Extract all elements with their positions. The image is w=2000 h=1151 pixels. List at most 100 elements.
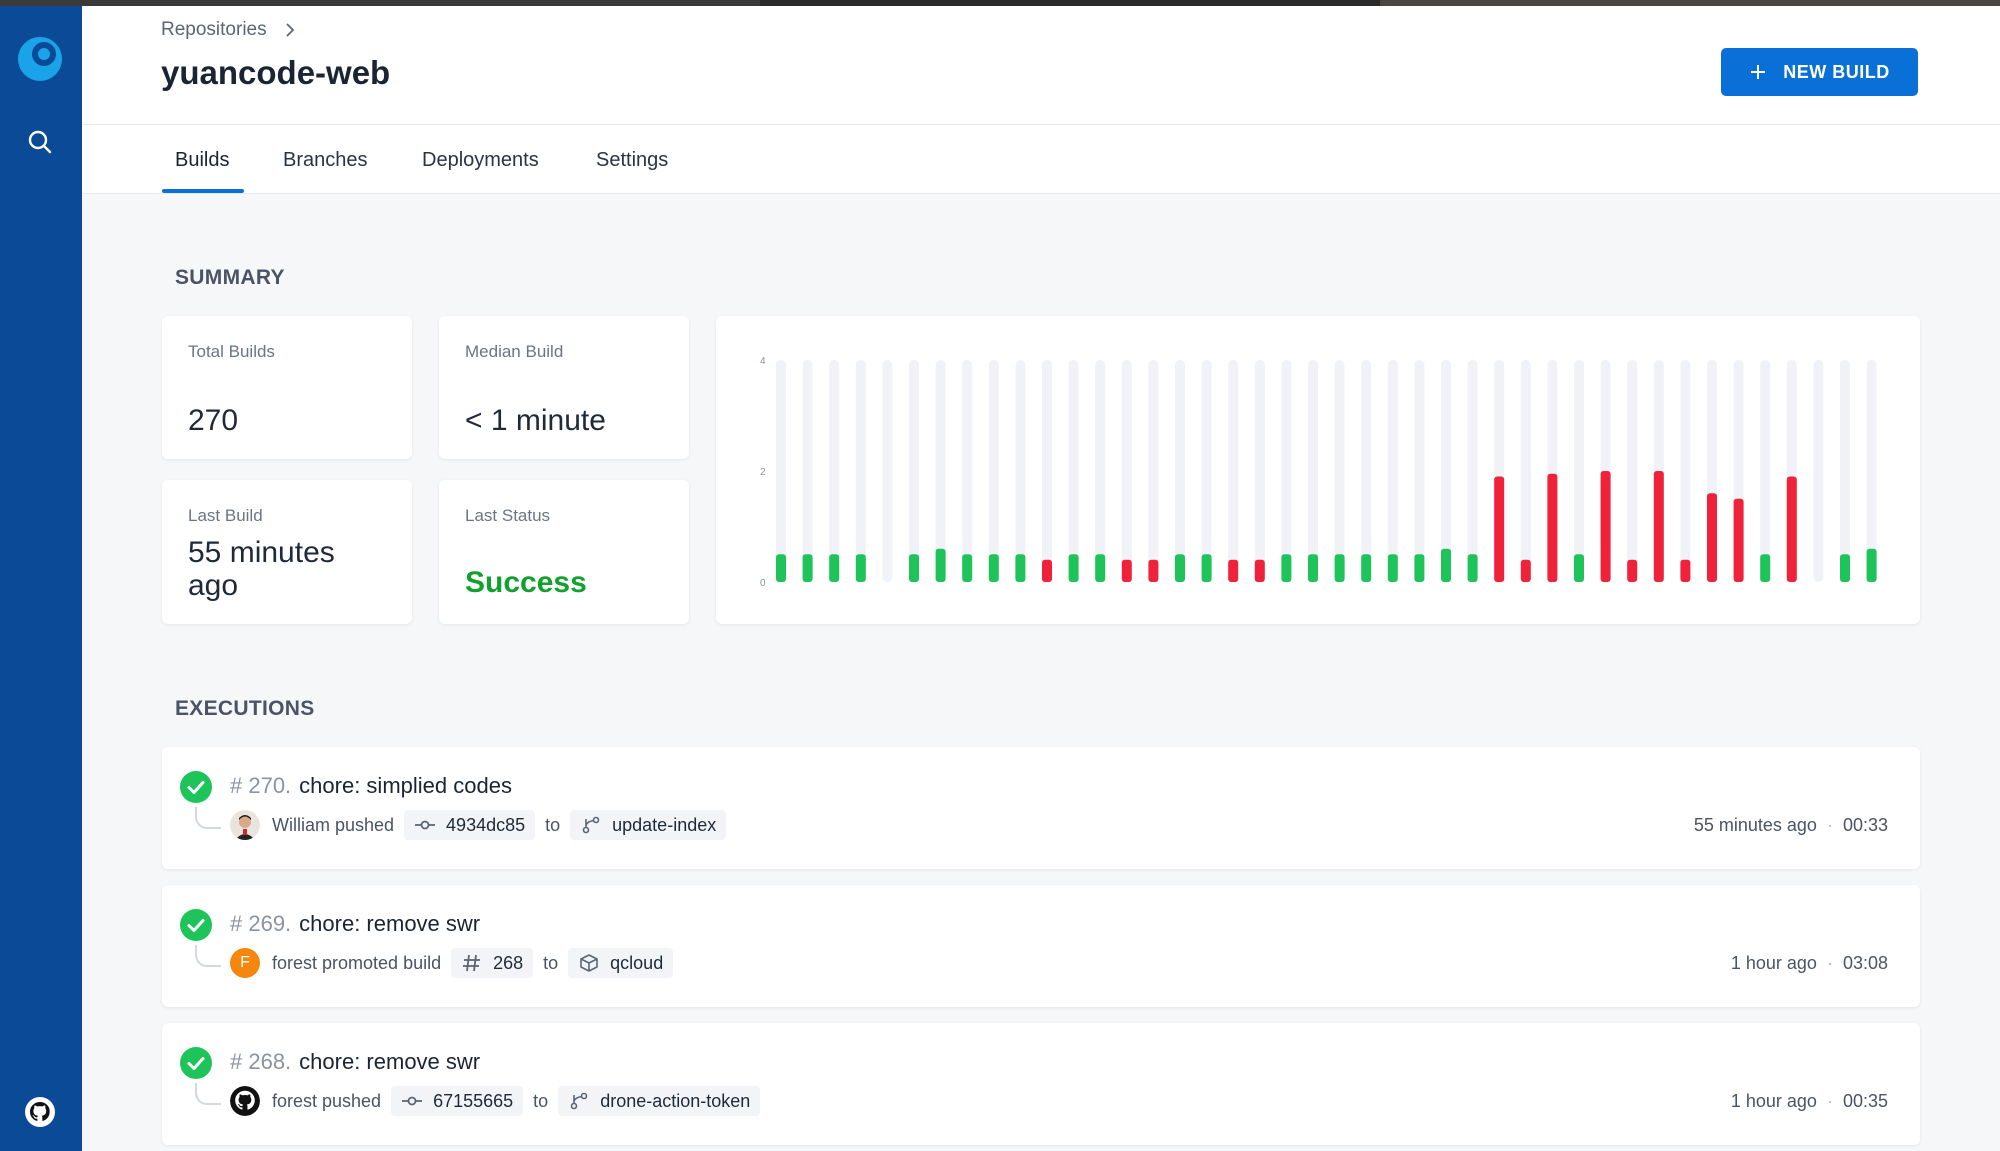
chart-bar-success[interactable] — [1574, 554, 1584, 582]
chart-bar-track — [1148, 360, 1159, 582]
chart-bar-track — [1254, 360, 1265, 582]
tree-connector — [195, 1083, 221, 1105]
execution-row[interactable]: # 269. chore: remove swr F forest promot… — [162, 885, 1920, 1007]
chart-bar-failure[interactable] — [1653, 471, 1664, 582]
chart-bar-failure[interactable] — [1494, 476, 1505, 582]
chart-bar-success[interactable] — [1334, 554, 1345, 582]
chart-bar-success[interactable] — [962, 554, 973, 582]
github-icon[interactable] — [24, 1096, 56, 1128]
chart-bar-failure[interactable] — [1042, 559, 1052, 582]
chart-bar-success[interactable] — [1760, 554, 1771, 582]
search-icon[interactable] — [26, 128, 54, 156]
branch-icon — [582, 816, 600, 834]
success-check-icon — [180, 771, 212, 803]
cube-icon — [580, 954, 598, 972]
chart-bar-failure[interactable] — [1228, 559, 1239, 582]
execution-time: 1 hour ago · 00:35 — [1731, 1091, 1888, 1112]
chart-bar-failure[interactable] — [1707, 493, 1717, 582]
branch-icon — [570, 1092, 588, 1110]
branch-chip[interactable]: update-index — [570, 810, 727, 840]
build-duration-chart: 0 2 4 — [760, 356, 1877, 589]
chart-bar-success[interactable] — [802, 554, 813, 582]
separator-dot: · — [1826, 815, 1833, 835]
tab-builds[interactable]: Builds — [175, 149, 230, 171]
chart-bar-success[interactable] — [1467, 554, 1478, 582]
target-chip[interactable]: qcloud — [568, 948, 674, 978]
chart-bar-success[interactable] — [1095, 554, 1106, 582]
chart-bar-track — [1201, 360, 1212, 582]
chart-bar-track — [1308, 360, 1318, 582]
chart-bar-failure[interactable] — [1733, 498, 1744, 582]
chart-bar-success[interactable] — [1175, 554, 1185, 582]
chart-bar-track — [1361, 360, 1372, 582]
chart-bar-success[interactable] — [776, 554, 786, 582]
commit-sha: 4934dc85 — [446, 814, 526, 835]
chart-bar-track — [776, 360, 786, 582]
commit-sha: 67155665 — [433, 1090, 514, 1111]
chart-bar-success[interactable] — [1361, 554, 1372, 582]
plus-icon — [1751, 65, 1766, 79]
chart-bar-success[interactable] — [855, 554, 866, 582]
commit-sha-chip[interactable]: 67155665 — [391, 1086, 524, 1116]
chart-bar-success[interactable] — [1387, 554, 1398, 582]
last-status-value: Success — [465, 566, 587, 599]
chart-bar-track — [1680, 360, 1691, 582]
new-build-button[interactable]: NEW BUILD — [1721, 48, 1918, 96]
chart-bar-success[interactable] — [1068, 554, 1079, 582]
build-number-chip[interactable]: 268 — [451, 948, 534, 978]
chart-bar-success[interactable] — [829, 554, 840, 582]
commit-message[interactable]: chore: remove swr — [299, 1049, 481, 1074]
chart-bar-failure[interactable] — [1627, 559, 1638, 582]
window-top-strip — [0, 0, 2000, 6]
breadcrumb-repositories-link[interactable]: Repositories — [161, 19, 267, 40]
chart-bar-track — [1840, 360, 1850, 582]
chart-bar-track — [1441, 360, 1451, 582]
commit-icon — [415, 820, 436, 830]
chart-bar-failure[interactable] — [1520, 559, 1531, 582]
execution-row[interactable]: # 270. chore: simplied codes William pus… — [162, 747, 1920, 869]
top-strip-segment — [1380, 0, 2000, 6]
chart-bar-track — [1760, 360, 1771, 582]
chart-bar-success[interactable] — [1441, 548, 1451, 582]
chart-bar-track — [1281, 360, 1292, 582]
chart-bar-track — [1068, 360, 1079, 582]
chart-bar-success[interactable] — [988, 554, 999, 582]
chart-bar-success[interactable] — [1308, 554, 1318, 582]
commit-message[interactable]: chore: remove swr — [299, 911, 481, 936]
chart-bar-failure[interactable] — [1121, 559, 1132, 582]
chart-bar-success[interactable] — [1414, 554, 1425, 582]
execution-meta: William pushed 4934dc85 to update-index — [230, 809, 736, 841]
chart-bar-success[interactable] — [1015, 554, 1026, 582]
chart-bar-failure[interactable] — [1254, 559, 1265, 582]
chart-bar-success[interactable] — [1201, 554, 1212, 582]
execution-author: William pushed — [272, 814, 395, 835]
commit-message[interactable]: chore: simplied codes — [299, 773, 512, 798]
tab-deployments[interactable]: Deployments — [422, 149, 539, 171]
chart-bar-failure[interactable] — [1600, 471, 1611, 582]
chart-bar-success[interactable] — [1281, 554, 1292, 582]
tab-settings[interactable]: Settings — [596, 149, 669, 171]
median-build-value: < 1 minute — [465, 404, 606, 437]
execution-time: 55 minutes ago · 00:33 — [1694, 815, 1888, 836]
build-number: # 269. — [230, 911, 292, 936]
chart-bar-success[interactable] — [909, 554, 919, 582]
last-status-card: Last Status Success — [439, 480, 689, 624]
execution-row[interactable]: # 268. chore: remove swr forest pushed 6… — [162, 1023, 1920, 1145]
avatar — [230, 810, 260, 840]
chart-bar-failure[interactable] — [1680, 559, 1691, 582]
total-builds-value: 270 — [188, 404, 239, 437]
chart-bar-failure[interactable] — [1148, 559, 1159, 582]
commit-sha-chip[interactable]: 4934dc85 — [404, 810, 536, 840]
branch-chip[interactable]: drone-action-token — [558, 1086, 761, 1116]
chart-bar-success[interactable] — [935, 548, 946, 582]
time-ago: 55 minutes ago — [1693, 815, 1817, 835]
chart-bar-failure[interactable] — [1547, 473, 1558, 582]
chevron-right-icon — [285, 23, 294, 37]
chart-bar-success[interactable] — [1840, 554, 1850, 582]
chart-bar-success[interactable] — [1866, 548, 1877, 582]
drone-logo-icon[interactable] — [17, 36, 63, 82]
execution-time: 1 hour ago · 03:08 — [1731, 953, 1888, 974]
total-builds-label: Total Builds — [188, 342, 275, 361]
tab-branches[interactable]: Branches — [283, 149, 368, 171]
chart-bar-failure[interactable] — [1786, 476, 1797, 582]
